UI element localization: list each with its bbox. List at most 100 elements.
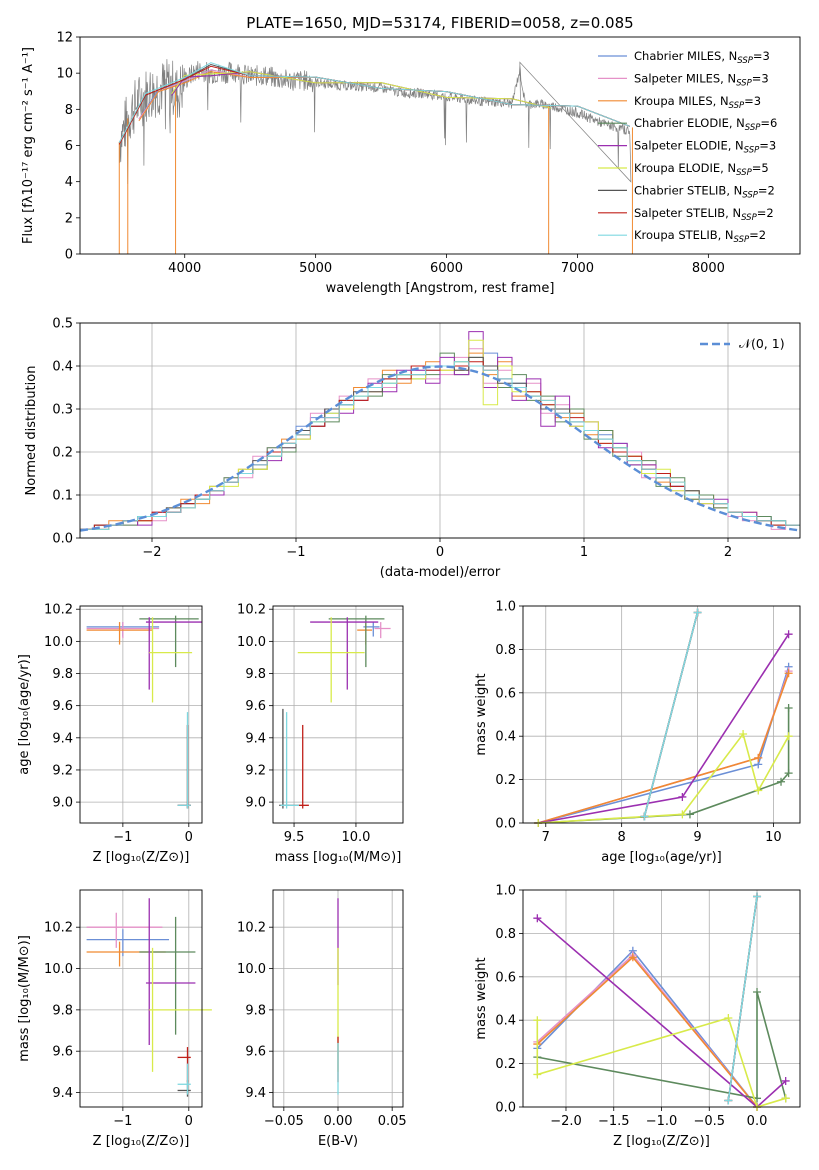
- weight-vs-Z-panel: −2.0 −1.5 −1.0 −0.5 0.0 0.0 0.2 0.4 0.6 0.8 1.0 Z […: [474, 884, 801, 1149]
- mass-vs-Z-panel: −1 0 9.4 9.6 9.8 10.0 10.2 Z [log₁₀(Z/Z⊙)] mass …: [17, 889, 212, 1149]
- spectrum-panel: PLATE=1650, MJD=53174, FIBERID=0058, z=0…: [21, 14, 801, 296]
- plot-frame: [522, 605, 801, 824]
- plot-frame: [272, 605, 404, 824]
- x-tick-label: 10: [765, 830, 782, 845]
- x-tick-label: −1.5: [598, 1114, 630, 1129]
- y-tick-label: 9.4: [52, 1086, 73, 1101]
- y-tick-label: 0.0: [495, 817, 516, 832]
- weight-point: [754, 786, 763, 795]
- x-tick-label: 5000: [299, 261, 332, 276]
- mass-vs-ebv-panel: −0.05 0.00 0.05 9.4 9.6 9.8 10.0 10.2 E(B-V): [237, 889, 407, 1149]
- x-tick-label: 8000: [692, 261, 725, 276]
- age-vs-mass-panel: 9.5 10.0 9.0 9.2 9.4 9.6 9.8 10.0 10.2 mass [log₁…: [237, 603, 404, 865]
- y-tick-label: 0.2: [495, 1057, 516, 1072]
- gaussian-curve: [80, 365, 800, 532]
- y-tick-label: 0.0: [52, 532, 73, 547]
- x-tick-label: −0.5: [693, 1114, 725, 1129]
- x-axis-label: age [log₁₀(age/yr)]: [601, 850, 722, 865]
- x-tick-label: 8: [618, 830, 626, 845]
- y-tick-label: 10.2: [237, 603, 266, 618]
- y-tick-label: 9.4: [245, 731, 266, 746]
- y-tick-label: 9.4: [52, 731, 73, 746]
- y-tick-label: 0.2: [52, 446, 73, 461]
- x-tick-label: −1.0: [646, 1114, 678, 1129]
- legend-label: Kroupa ELODIE, NSSP=5: [634, 161, 769, 178]
- y-tick-label: 0.6: [495, 970, 516, 985]
- legend-label: Chabrier MILES, NSSP=3: [634, 49, 770, 66]
- weight-point: [754, 753, 763, 762]
- x-tick-label: −2.0: [550, 1114, 582, 1129]
- weight-line: [538, 633, 790, 824]
- y-tick-label: 10: [56, 67, 73, 82]
- weight-point: [640, 812, 649, 821]
- x-tick-label: 9: [693, 830, 701, 845]
- x-tick-label: 0: [185, 1114, 193, 1129]
- weight-point: [533, 1070, 542, 1079]
- y-tick-label: 0.8: [495, 927, 516, 942]
- weight-line: [537, 991, 787, 1100]
- weight-point: [784, 669, 793, 678]
- x-axis-label: Z [log₁₀(Z/Z⊙)]: [93, 850, 190, 865]
- y-tick-label: 1.0: [495, 884, 516, 899]
- y-tick-label: 10.0: [237, 635, 266, 650]
- x-tick-label: 7000: [561, 261, 594, 276]
- weight-point: [724, 1096, 733, 1105]
- spectrum-plot-area: [118, 59, 633, 254]
- x-tick-label: 0: [185, 830, 193, 845]
- y-tick-label: 0.4: [495, 1014, 516, 1029]
- legend-label: Kroupa MILES, NSSP=3: [634, 94, 761, 111]
- y-axis-label: mass [log₁₀(M/M⊙)]: [17, 935, 32, 1062]
- plot-frame: [79, 605, 203, 824]
- x-tick-label: 10.0: [341, 830, 370, 845]
- weight-point: [777, 777, 786, 786]
- weight-point: [781, 1094, 790, 1103]
- weight-point: [739, 730, 748, 739]
- model-fit-line: [118, 62, 630, 143]
- y-tick-label: 9.8: [245, 667, 266, 682]
- weight-point: [685, 810, 694, 819]
- plot-frame: [79, 889, 203, 1108]
- x-tick-label: 4000: [168, 261, 201, 276]
- y-tick-label: 0: [65, 248, 73, 263]
- x-tick-label: −1: [286, 545, 305, 560]
- weight-point: [678, 792, 687, 801]
- weight-point: [678, 810, 687, 819]
- y-tick-label: 9.8: [245, 1003, 266, 1018]
- plot-frame: [79, 322, 801, 539]
- y-tick-label: 10.0: [44, 635, 73, 650]
- legend-label: 𝒩(0, 1): [739, 336, 785, 351]
- y-tick-label: 9.6: [245, 1045, 266, 1060]
- x-tick-label: 2: [724, 545, 732, 560]
- x-axis-label: Z [log₁₀(Z/Z⊙)]: [613, 1134, 710, 1149]
- legend-label: Chabrier ELODIE, NSSP=6: [634, 116, 777, 133]
- x-tick-label: 0.00: [324, 1114, 353, 1129]
- plot-frame: [522, 889, 801, 1108]
- weight-point: [628, 953, 637, 962]
- y-tick-label: 0.4: [52, 360, 73, 375]
- grid-lines: [273, 606, 403, 823]
- x-axis-label: mass [log₁₀(M/M⊙)]: [275, 850, 402, 865]
- x-axis-label: E(B-V): [318, 1134, 358, 1149]
- y-tick-label: 0.3: [52, 403, 73, 418]
- y-tick-label: 10.2: [44, 603, 73, 618]
- weight-point: [753, 892, 762, 901]
- x-axis-label: Z [log₁₀(Z/Z⊙)]: [93, 1134, 190, 1149]
- y-tick-label: 9.0: [245, 796, 266, 811]
- weight-line: [643, 612, 699, 817]
- age-vs-Z-panel: −1 0 9.0 9.2 9.4 9.6 9.8 10.0 10.2 Z [log₁₀(Z/Z⊙)…: [17, 603, 203, 865]
- x-tick-label: −1: [113, 830, 132, 845]
- legend-label: Salpeter MILES, NSSP=3: [634, 71, 769, 88]
- y-tick-label: 9.6: [245, 699, 266, 714]
- x-axis-label: (data-model)/error: [380, 565, 501, 580]
- y-tick-label: 9.0: [52, 796, 73, 811]
- legend-label: Chabrier STELIB, NSSP=2: [634, 183, 775, 200]
- y-tick-label: 0.6: [495, 686, 516, 701]
- x-tick-label: −2: [142, 545, 161, 560]
- legend: Chabrier MILES, NSSP=3 Salpeter MILES, NS…: [598, 49, 777, 245]
- x-tick-label: 1: [580, 545, 588, 560]
- legend-label: Kroupa STELIB, NSSP=2: [634, 228, 766, 245]
- residuals-plot-area: [80, 331, 800, 538]
- x-tick-label: 7: [542, 830, 550, 845]
- y-axis-label: Flux [fλ10⁻¹⁷ erg cm⁻² s⁻¹ A⁻¹]: [21, 47, 36, 244]
- x-axis-label: wavelength [Angstrom, rest frame]: [326, 281, 555, 296]
